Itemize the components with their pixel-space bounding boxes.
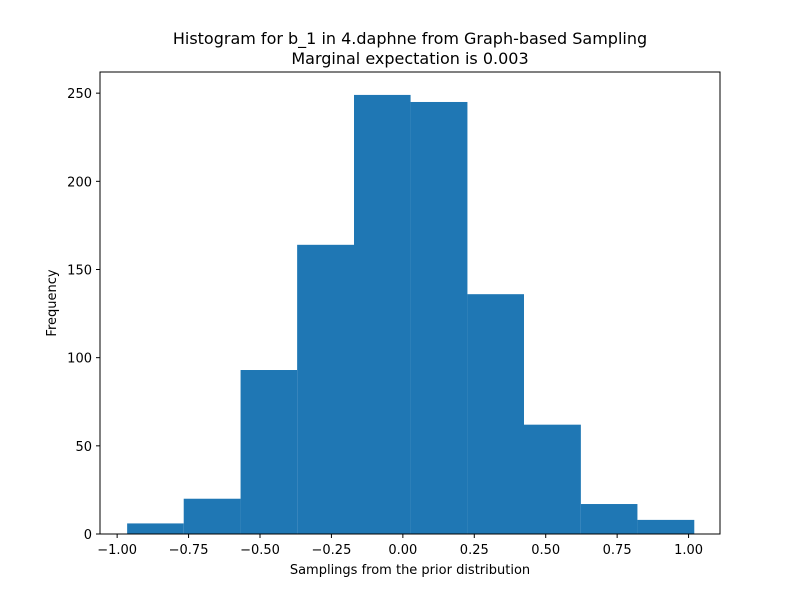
histogram-bar-7: [524, 424, 581, 534]
histogram-bar-8: [580, 504, 638, 534]
histogram-bar-9: [637, 519, 695, 534]
y-tick-label: 200: [67, 175, 92, 190]
x-tick-label: −0.75: [169, 543, 209, 558]
y-tick-label: 150: [67, 263, 92, 278]
histogram-bar-5: [410, 101, 468, 534]
histogram-bar-6: [467, 294, 524, 534]
x-tick-label: −0.50: [240, 543, 280, 558]
chart-title-line-1: Histogram for b_1 in 4.daphne from Graph…: [173, 29, 647, 49]
x-tick-label: 1.00: [674, 543, 703, 558]
y-tick-label: 250: [67, 87, 92, 102]
y-tick-label: 100: [67, 352, 92, 367]
x-axis-ticks: −1.00 −0.75 −0.50 −0.25 0.00 0.25 0.50 0.75 1.00: [97, 534, 703, 558]
plot-area-frame: [99, 71, 721, 535]
x-tick-label: −0.25: [312, 543, 352, 558]
x-tick-label: 0.00: [388, 543, 417, 558]
x-axis-label: Samplings from the prior distribution: [290, 563, 530, 578]
chart-title-line-2: Marginal expectation is 0.003: [291, 49, 528, 68]
histogram-bar-2: [240, 370, 298, 534]
x-tick-label: 0.75: [603, 543, 632, 558]
y-tick-label: 50: [75, 440, 92, 455]
y-axis-label: Frequency: [45, 269, 60, 336]
x-tick-label: 0.50: [531, 543, 560, 558]
x-tick-label: −1.00: [97, 543, 137, 558]
histogram-bar-3: [297, 244, 354, 535]
y-tick-label: 0: [84, 528, 92, 543]
histogram-bar-1: [183, 498, 241, 534]
histogram-bar-4: [354, 94, 411, 534]
x-tick-label: 0.25: [460, 543, 489, 558]
y-axis-ticks: 0 50 100 150 200 250: [67, 87, 100, 543]
histogram-bars: [127, 94, 695, 535]
histogram-bar-0: [127, 523, 184, 534]
